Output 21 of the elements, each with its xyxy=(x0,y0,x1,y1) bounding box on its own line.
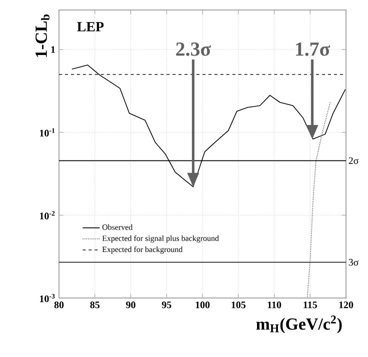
y-axis-title: 1-CL$_{b}$ xyxy=(36,14,50,57)
annotation: 2.3σ xyxy=(176,42,211,56)
annotation: 1.7σ xyxy=(296,42,330,56)
y-tick-label: 10$^{-3}$ xyxy=(40,294,55,302)
x-tick-label: 90 xyxy=(126,302,136,308)
x-axis-title: m$_{H}$(GeV/c$^{2}$) xyxy=(256,316,342,334)
y-tick-label: 10$^{-1}$ xyxy=(40,128,55,136)
y-tick-label: 1 xyxy=(51,46,55,53)
x-tick-label: 80 xyxy=(54,302,64,308)
ref-line-label: 2σ xyxy=(348,157,359,164)
x-tick-label: 95 xyxy=(162,302,172,308)
x-tick-label: 120 xyxy=(339,302,354,308)
x-tick-label: 105 xyxy=(232,302,246,308)
x-tick-label: 110 xyxy=(268,302,282,308)
ref-line-label: 3σ xyxy=(348,258,359,266)
line-series xyxy=(306,102,331,298)
annotation: LEP xyxy=(77,22,104,32)
y-tick-label: 10$^{-2}$ xyxy=(40,211,55,220)
x-tick-label: 100 xyxy=(196,302,210,308)
x-tick-label: 115 xyxy=(304,302,317,308)
x-tick-label: 85 xyxy=(90,302,100,308)
